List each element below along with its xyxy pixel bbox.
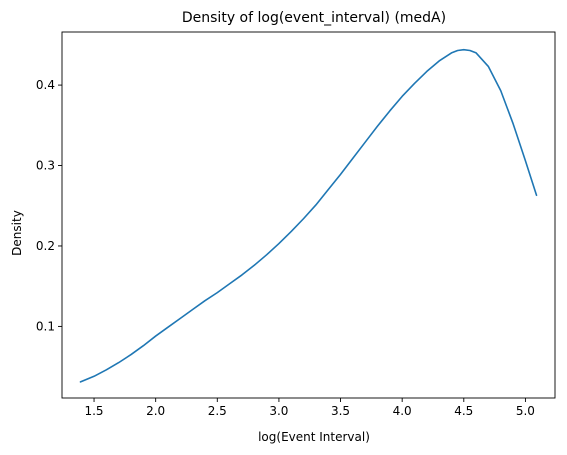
density-line-0 bbox=[79, 48, 538, 383]
y-axis-label: Density bbox=[10, 210, 24, 256]
y-tick-label: 0.3 bbox=[36, 159, 55, 173]
x-tick-label: 4.0 bbox=[393, 404, 412, 418]
x-tick-label: 2.0 bbox=[146, 404, 165, 418]
plot-area: 1.5 2.0 2.5 3.0 3.5 4.0 4.5 5.0 0.1 0.2 0.3 0.4 bbox=[36, 31, 556, 418]
x-tick-label: 1.5 bbox=[84, 404, 103, 418]
y-tick-label: 0.1 bbox=[36, 319, 55, 333]
x-tick-label: 3.5 bbox=[331, 404, 350, 418]
x-tick-label: 5.0 bbox=[516, 404, 535, 418]
y-tick-label: 0.4 bbox=[36, 78, 55, 92]
x-tick-label: 2.5 bbox=[208, 404, 227, 418]
x-tick-label: 3.0 bbox=[269, 404, 288, 418]
x-axis-label: log(Event Interval) bbox=[258, 430, 370, 444]
axes-frame bbox=[61, 31, 556, 399]
chart-title: Density of log(event_interval) (medA) bbox=[182, 10, 446, 26]
y-tick-label: 0.2 bbox=[36, 239, 55, 253]
x-tick-label: 4.5 bbox=[454, 404, 473, 418]
